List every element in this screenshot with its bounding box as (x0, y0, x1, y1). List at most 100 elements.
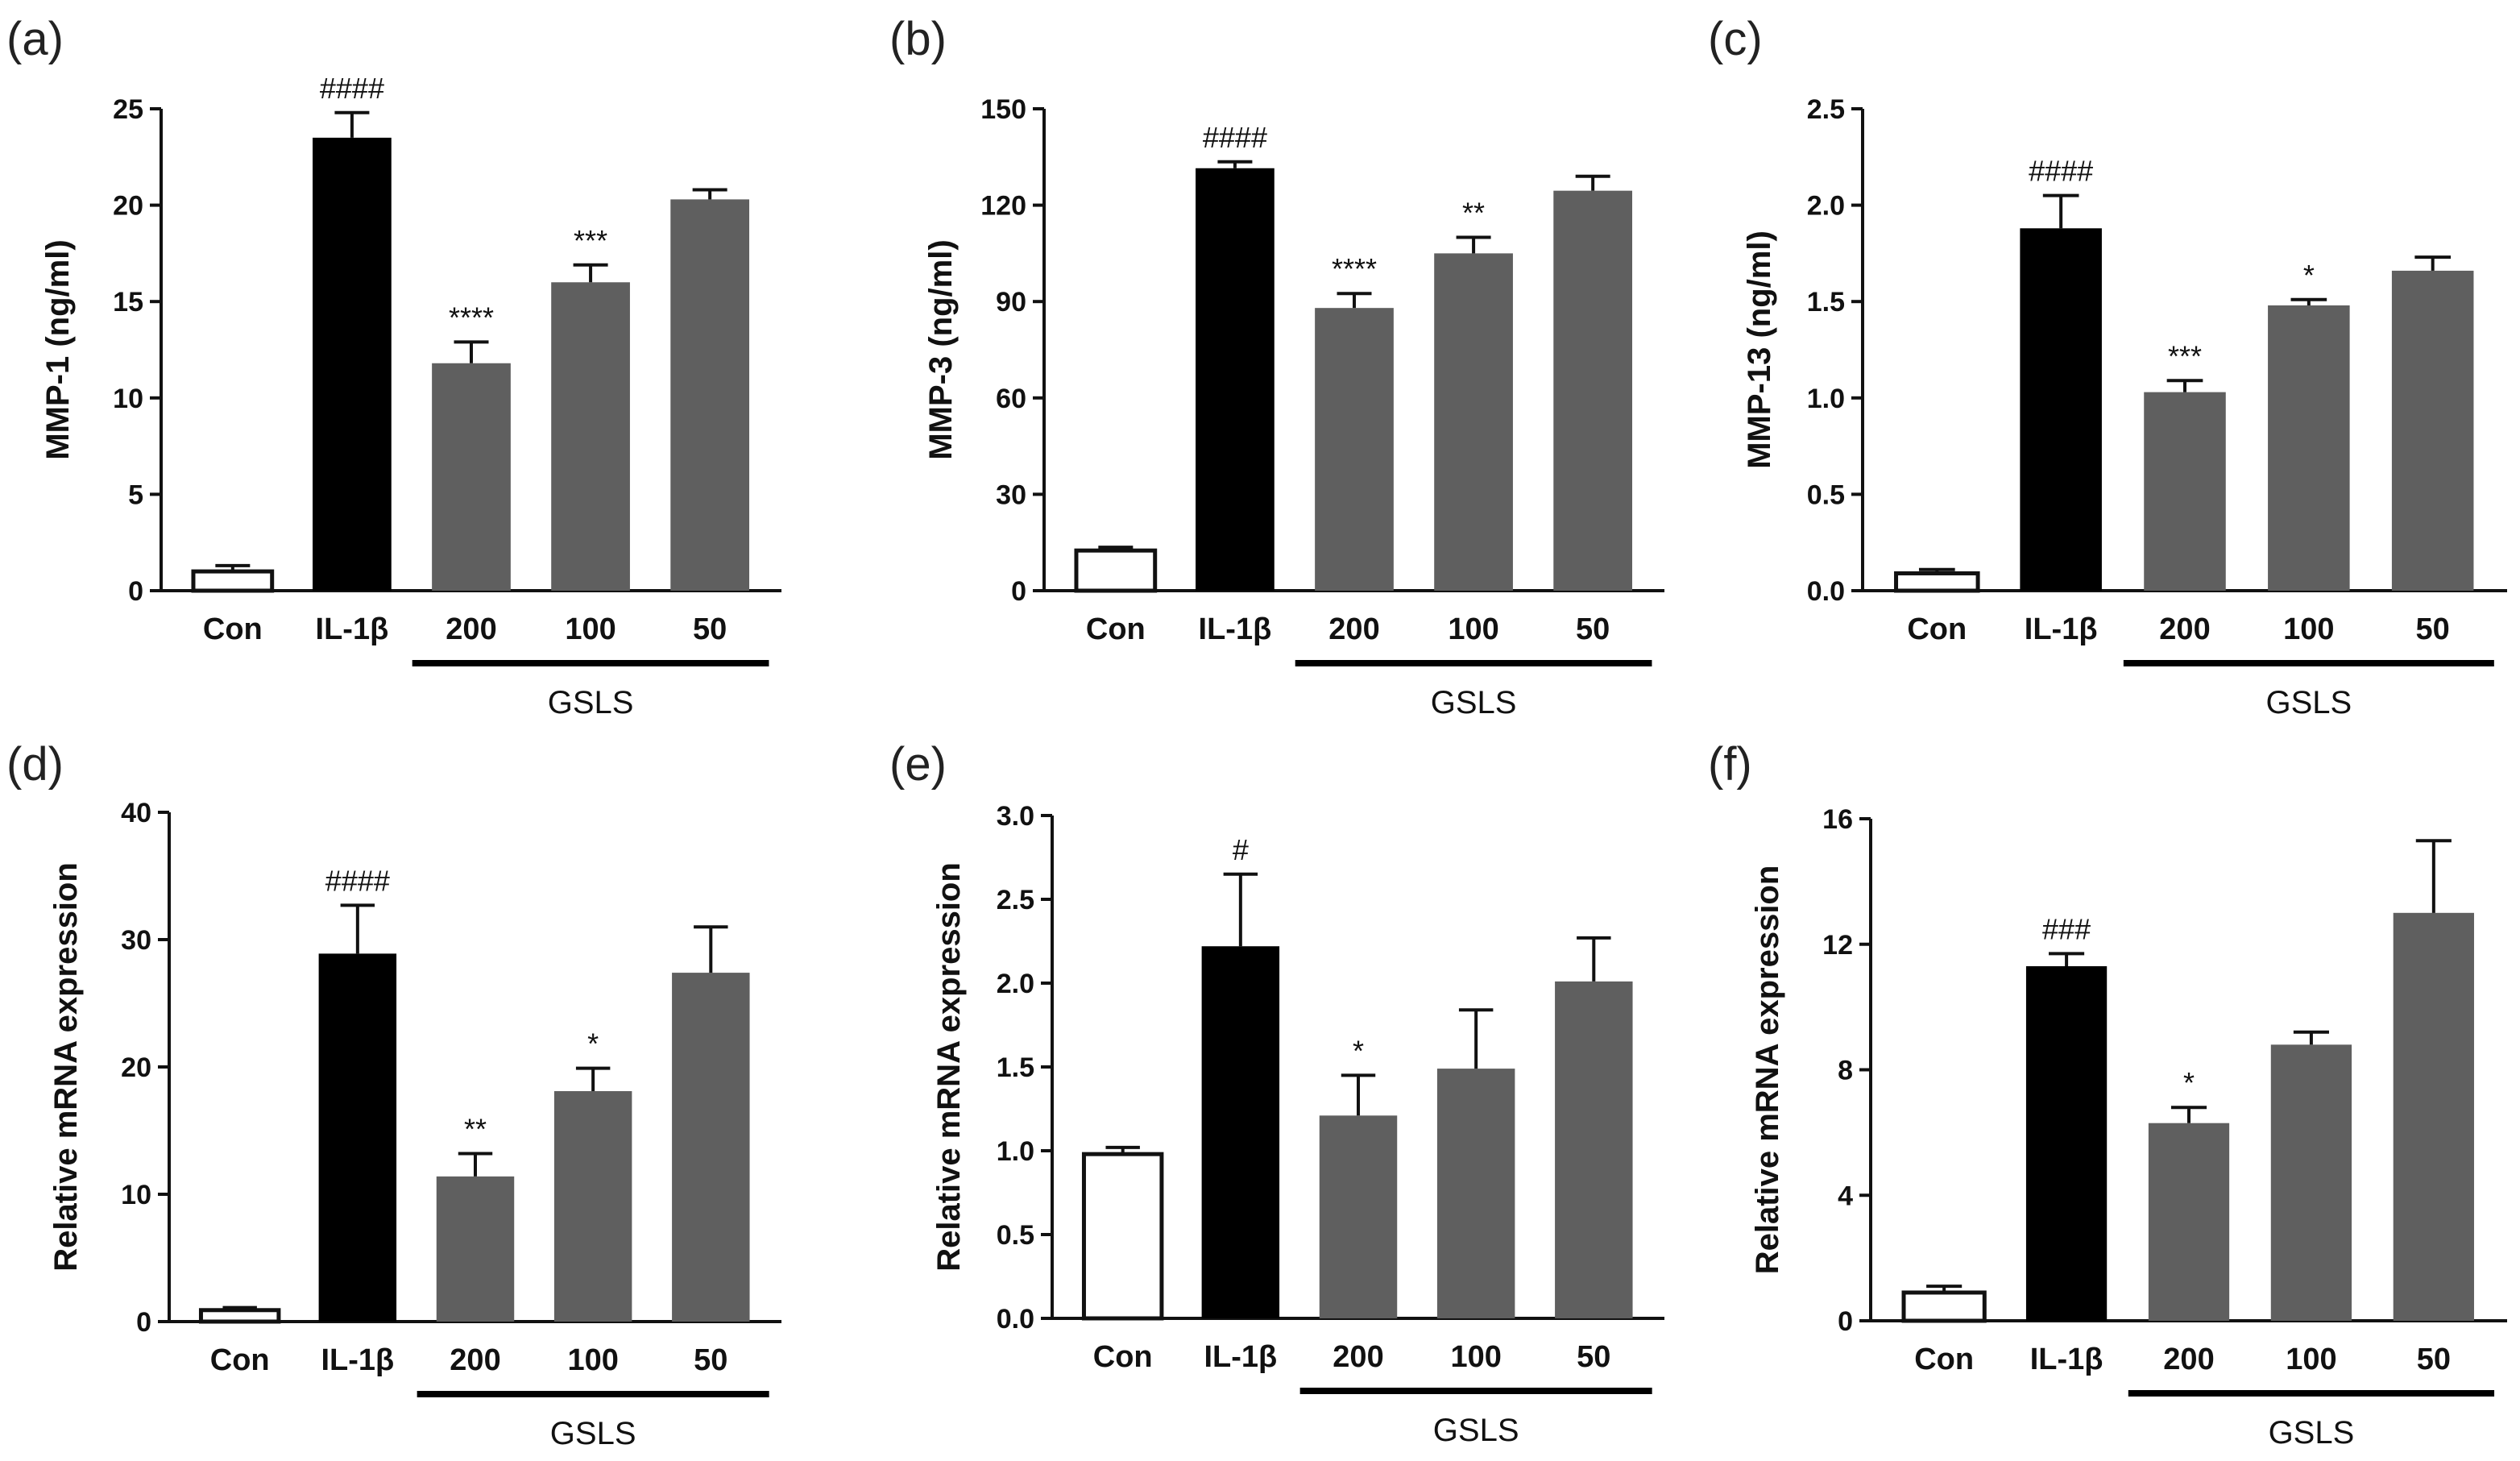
y-tick-label: 5 (128, 479, 143, 510)
y-axis-label: MMP-3 (ng/ml) (923, 239, 959, 459)
bar-2 (1196, 168, 1275, 591)
x-tick-label: 200 (1333, 1340, 1383, 1374)
x-tick-label: 50 (693, 612, 727, 646)
group-label: GSLS (2265, 685, 2352, 720)
y-tick-label: 25 (113, 94, 143, 125)
x-tick-label: 100 (567, 1343, 618, 1377)
significance-label: * (587, 1027, 599, 1060)
y-tick-label: 20 (113, 191, 143, 222)
significance-label: **** (449, 301, 494, 334)
y-tick-label: 0.0 (997, 1304, 1034, 1334)
bar-2 (1201, 946, 1280, 1318)
x-tick-label: Con (210, 1343, 270, 1377)
group-label: GSLS (550, 1416, 636, 1451)
chart-panel-2: (b) MMP-3 (ng/ml) 0 30 60 90 120 150 Con #### IL-1… (889, 13, 1664, 720)
x-tick-label: 100 (565, 612, 615, 646)
significance-label: ### (2042, 912, 2091, 945)
y-tick-label: 0 (128, 576, 143, 607)
y-tick-label: 60 (996, 384, 1026, 414)
significance-label: *** (574, 224, 607, 257)
panel-label: (a) (6, 13, 64, 65)
bar-4 (553, 1091, 632, 1322)
bar-3 (2148, 1123, 2230, 1321)
bar-4 (1434, 253, 1513, 591)
significance-label: **** (1332, 252, 1377, 285)
significance-label: #### (1203, 121, 1267, 154)
chart-panel-1: (a) MMP-1 (ng/ml) 0 5 10 15 20 25 Con #### IL-1β **… (6, 13, 781, 720)
x-tick-label: 200 (450, 1343, 500, 1377)
y-tick-label: 2.0 (1807, 191, 1845, 222)
y-tick-label: 8 (1838, 1056, 1853, 1086)
y-tick-label: 2.5 (997, 885, 1034, 915)
bar-5 (1553, 190, 1633, 591)
significance-label: #### (2029, 155, 2093, 188)
y-tick-label: 1.0 (1807, 384, 1845, 414)
y-tick-label: 0 (1838, 1306, 1853, 1337)
y-tick-label: 150 (980, 94, 1026, 125)
bar-4 (551, 282, 630, 591)
y-tick-label: 90 (996, 287, 1026, 318)
y-tick-label: 1.5 (997, 1052, 1034, 1083)
x-tick-label: IL-1β (316, 612, 389, 646)
x-tick-label: Con (203, 612, 263, 646)
x-tick-label: IL-1β (321, 1343, 394, 1377)
panel-label: (d) (6, 738, 64, 791)
bar-5 (2393, 912, 2474, 1321)
y-tick-label: 1.0 (997, 1136, 1034, 1167)
bar-3 (2144, 392, 2226, 591)
y-tick-label: 1.5 (1807, 287, 1845, 318)
y-tick-label: 12 (1822, 930, 1853, 961)
bar-1 (191, 569, 275, 593)
y-tick-label: 15 (113, 287, 143, 318)
x-tick-label: IL-1β (1204, 1340, 1277, 1374)
bar-5 (2391, 270, 2474, 591)
y-axis-label: Relative mRNA expression (1750, 865, 1785, 1275)
x-tick-label: Con (1907, 612, 1967, 646)
y-tick-label: 10 (121, 1180, 151, 1210)
bar-4 (2270, 1044, 2352, 1321)
y-axis-label: MMP-1 (ng/ml) (40, 239, 76, 459)
bar-3 (432, 363, 511, 591)
bar-1 (198, 1308, 281, 1324)
significance-label: * (1353, 1034, 1364, 1067)
chart-panel-5: (e) Relative mRNA expression 0.0 0.5 1.0 1.5 2… (889, 738, 1664, 1448)
bar-3 (436, 1176, 515, 1322)
panel-label: (c) (1708, 13, 1763, 65)
bar-1 (1081, 1152, 1164, 1321)
significance-label: * (2303, 259, 2315, 292)
bar-2 (2020, 228, 2102, 591)
x-tick-label: 200 (1328, 612, 1379, 646)
y-tick-label: 3.0 (997, 801, 1034, 832)
bar-2 (2025, 966, 2108, 1321)
y-tick-label: 0.0 (1807, 576, 1845, 607)
x-tick-label: 200 (446, 612, 496, 646)
y-tick-label: 2.5 (1807, 94, 1845, 125)
x-tick-label: Con (1086, 612, 1146, 646)
panel-label: (b) (889, 13, 947, 65)
chart-panel-6: (f) Relative mRNA expression 0 4 8 12 16 Con ###… (1708, 738, 2507, 1451)
significance-label: * (2183, 1066, 2195, 1099)
significance-label: # (1233, 833, 1249, 866)
x-tick-label: 50 (2417, 1343, 2451, 1376)
x-tick-label: 50 (694, 1343, 727, 1377)
y-axis-label: Relative mRNA expression (48, 862, 84, 1272)
x-tick-label: 100 (1450, 1340, 1501, 1374)
chart-panel-3: (c) MMP-13 (ng/ml) 0.0 0.5 1.0 1.5 2.0 2.5 Con ##… (1708, 13, 2507, 720)
bar-5 (1555, 981, 1633, 1318)
y-tick-label: 4 (1838, 1181, 1853, 1211)
x-tick-label: 50 (1577, 1340, 1610, 1374)
y-tick-label: 0.5 (997, 1220, 1034, 1251)
y-tick-label: 0 (136, 1307, 151, 1338)
x-tick-label: 50 (2416, 612, 2450, 646)
group-label: GSLS (1431, 685, 1517, 720)
bar-1 (1894, 571, 1980, 593)
y-tick-label: 30 (996, 479, 1026, 510)
group-label: GSLS (548, 685, 634, 720)
y-tick-label: 40 (121, 798, 151, 828)
y-tick-label: 30 (121, 925, 151, 956)
y-axis-label: Relative mRNA expression (931, 862, 967, 1272)
y-tick-label: 2.0 (997, 969, 1034, 999)
bar-5 (672, 973, 750, 1322)
y-axis-label: MMP-13 (ng/ml) (1742, 230, 1777, 469)
